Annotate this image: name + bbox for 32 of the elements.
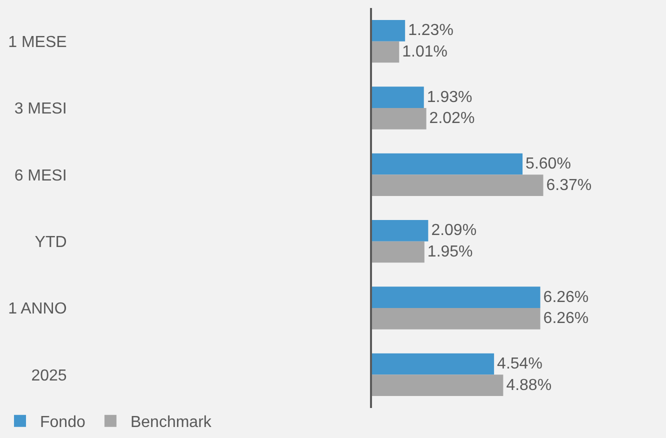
y-tick-label: 1 MESE xyxy=(8,34,67,51)
data-label: 1.95% xyxy=(427,244,473,260)
data-label: 2.09% xyxy=(431,222,477,240)
data-label: 2.02% xyxy=(429,110,475,128)
data-label: 1.01% xyxy=(402,44,448,60)
bar xyxy=(372,286,540,308)
data-label: 4.54% xyxy=(497,356,542,372)
data-label: 6.26% xyxy=(543,310,589,328)
bar xyxy=(372,108,426,130)
bar xyxy=(372,20,406,42)
bar xyxy=(372,174,544,196)
data-label: 6.37% xyxy=(546,176,592,194)
legend-label: Benchmark xyxy=(130,414,212,432)
bar xyxy=(372,241,424,263)
data-label: 6.26% xyxy=(543,288,589,306)
y-tick-label: 1 ANNO xyxy=(8,300,67,318)
bar xyxy=(372,308,540,330)
bar xyxy=(372,153,523,175)
data-label: 5.60% xyxy=(526,156,571,172)
legend-label: Fondo xyxy=(40,414,86,432)
y-tick-label: 2025 xyxy=(31,367,67,384)
data-label: 1.93% xyxy=(426,88,472,106)
bar xyxy=(372,220,428,242)
bar xyxy=(372,353,494,375)
bar xyxy=(372,41,400,63)
y-tick-label: 6 MESI xyxy=(14,167,67,184)
y-tick-label: 3 MESI xyxy=(14,100,67,118)
y-tick-label: YTD xyxy=(34,234,67,251)
bar xyxy=(372,374,504,396)
data-label: 4.88% xyxy=(506,376,552,394)
bar xyxy=(372,86,424,108)
data-label: 1.23% xyxy=(408,22,454,40)
